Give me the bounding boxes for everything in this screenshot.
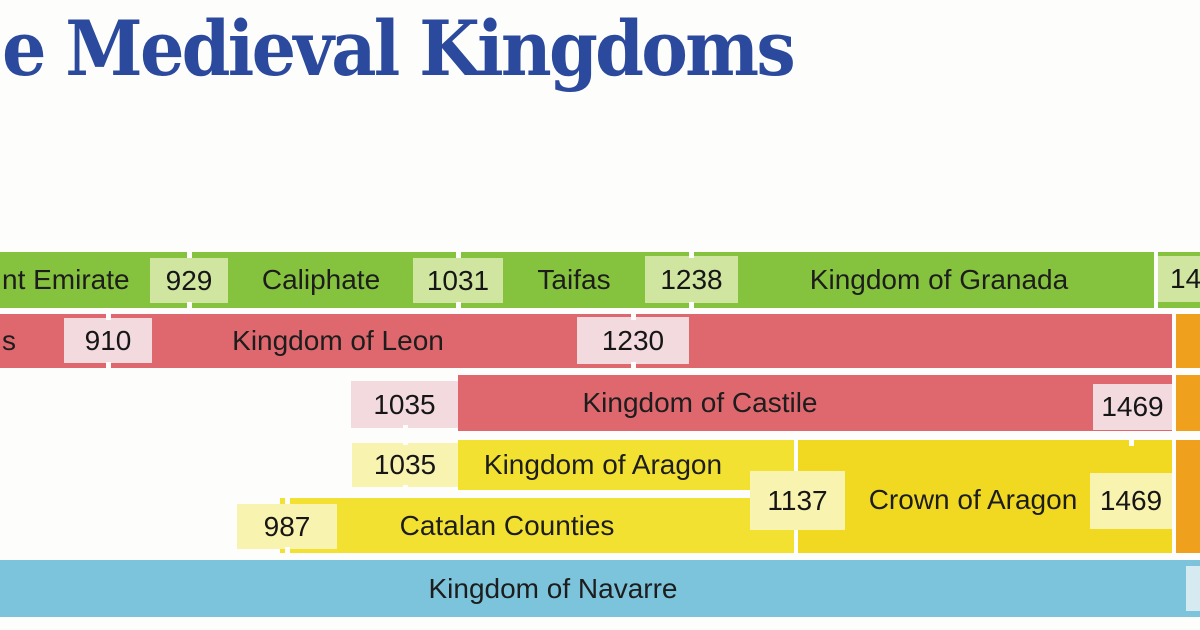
timeline-tick	[631, 362, 636, 368]
year-box-1230: 1230	[577, 317, 689, 364]
bar-kingdom-of-aragon	[458, 440, 794, 490]
timeline-tick	[106, 362, 111, 368]
year-box-navarre-clipped	[1186, 566, 1200, 611]
union-column-leon-row	[1176, 314, 1200, 368]
label-asturias-clipped: s	[2, 325, 16, 356]
page-title: e Medieval Kingdoms	[2, 4, 796, 93]
year-box-987: 987	[237, 504, 337, 549]
timeline-tick	[631, 314, 636, 320]
label-catalan-counties: Catalan Counties	[399, 509, 615, 541]
bar-kingdom-of-castile	[458, 375, 1172, 431]
label-crown-of-aragon: Crown of Aragon	[868, 483, 1078, 515]
timeline-tick	[106, 314, 111, 320]
timeline-tick	[1129, 440, 1134, 446]
year-box-1137: 1137	[750, 471, 845, 530]
year-box-1035-aragon: 1035	[352, 443, 458, 487]
label-kingdom-of-navarre: Kingdom of Navarre	[428, 572, 678, 604]
timeline-tick	[403, 485, 408, 490]
year-box-1469-castile: 1469	[1093, 384, 1172, 430]
union-column-aragon-rows	[1176, 440, 1200, 553]
timeline-tick	[403, 425, 408, 431]
year-box-1035-castile: 1035	[351, 381, 458, 428]
year-box-910: 910	[64, 318, 152, 363]
bar-catalan-counties	[280, 498, 794, 553]
year-box-1469-aragon: 1469	[1090, 473, 1172, 529]
timeline-tick	[403, 440, 408, 445]
timeline-tick	[285, 547, 290, 553]
timeline-tick	[689, 302, 694, 308]
union-column-castile-row	[1176, 375, 1200, 431]
label-kingdom-of-castile: Kingdom of Castile	[582, 387, 818, 418]
year-box-1238: 1238	[645, 256, 738, 303]
bar-kingdom-of-navarre	[0, 560, 1200, 617]
label-kingdom-of-aragon: Kingdom of Aragon	[483, 449, 723, 480]
year-box-1492-clipped: 14	[1158, 256, 1200, 302]
label-kingdom-of-leon: Kingdom of Leon	[232, 325, 444, 356]
timeline-tick	[456, 252, 461, 258]
timeline-tick	[689, 252, 694, 258]
timeline-tick	[187, 252, 192, 258]
timeline-tick	[403, 375, 408, 381]
timeline-tick	[456, 302, 461, 308]
label-emirate: nt Emirate	[2, 264, 130, 295]
year-box-1031: 1031	[413, 258, 503, 303]
label-kingdom-of-granada: Kingdom of Granada	[809, 264, 1069, 295]
label-taifas: Taifas	[537, 264, 611, 295]
label-caliphate: Caliphate	[261, 264, 381, 295]
year-box-929: 929	[150, 258, 228, 303]
timeline-seam	[1154, 252, 1158, 308]
timeline-tick	[187, 302, 192, 308]
timeline-tick	[285, 498, 290, 504]
